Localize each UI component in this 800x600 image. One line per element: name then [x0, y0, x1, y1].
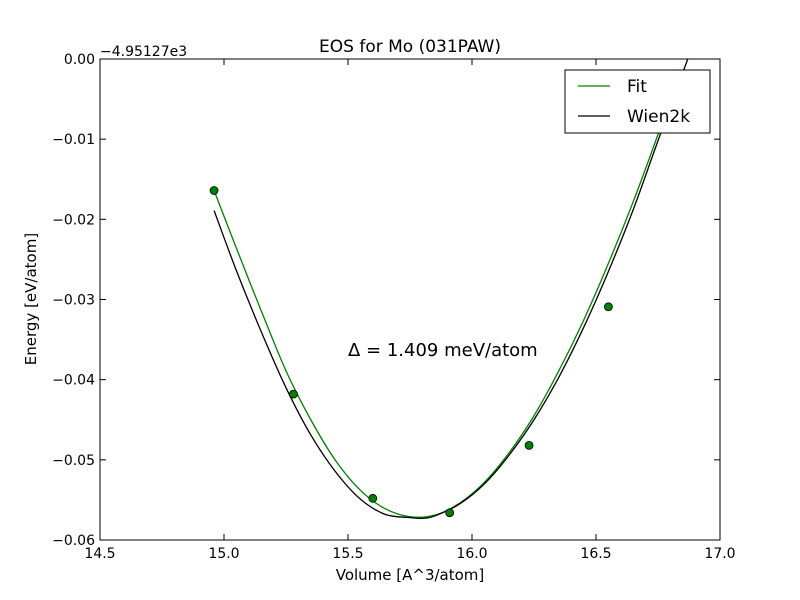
y-tick-label: −0.03 — [52, 293, 95, 309]
y-offset-label: −4.95127e3 — [100, 44, 187, 60]
y-tick-label: −0.01 — [52, 132, 95, 148]
data-point — [289, 389, 298, 399]
y-tick-label: −0.05 — [52, 453, 95, 469]
x-tick-label: 15.5 — [332, 546, 363, 562]
legend-label-fit: Fit — [627, 77, 647, 97]
data-point — [209, 186, 219, 195]
legend-box — [564, 69, 711, 134]
data-point — [524, 441, 534, 450]
plot-area — [100, 59, 720, 540]
y-axis-label: Energy [eV/atom] — [22, 233, 40, 365]
x-axis-label: Volume [A^3/atom] — [336, 566, 485, 584]
y-tick-label: −0.06 — [52, 533, 95, 549]
x-tick-label: 17.0 — [704, 546, 735, 562]
y-tick-label: 0.00 — [64, 52, 95, 68]
x-tick-label: 14.5 — [84, 546, 115, 562]
data-point — [368, 493, 378, 503]
plot-frame — [99, 58, 721, 541]
x-tick-label: 15.0 — [208, 546, 239, 562]
chart-title: EOS for Mo (031PAW) — [319, 37, 501, 57]
legend: Fit Wien2k — [564, 69, 711, 134]
data-point — [604, 302, 613, 312]
legend-label-wien2k: Wien2k — [627, 107, 690, 127]
annotation-delta: Δ = 1.409 meV/atom — [348, 340, 538, 361]
y-tick-label: −0.04 — [52, 373, 95, 389]
y-tick-label: −0.02 — [52, 212, 95, 228]
data-point — [445, 508, 455, 518]
tick-labels: 14.5 15.0 15.5 16.0 16.5 17.0 0.00 −0.01 −0.02 −0… — [52, 52, 735, 562]
x-tick-label: 16.0 — [456, 546, 487, 562]
x-tick-label: 16.5 — [580, 546, 611, 562]
